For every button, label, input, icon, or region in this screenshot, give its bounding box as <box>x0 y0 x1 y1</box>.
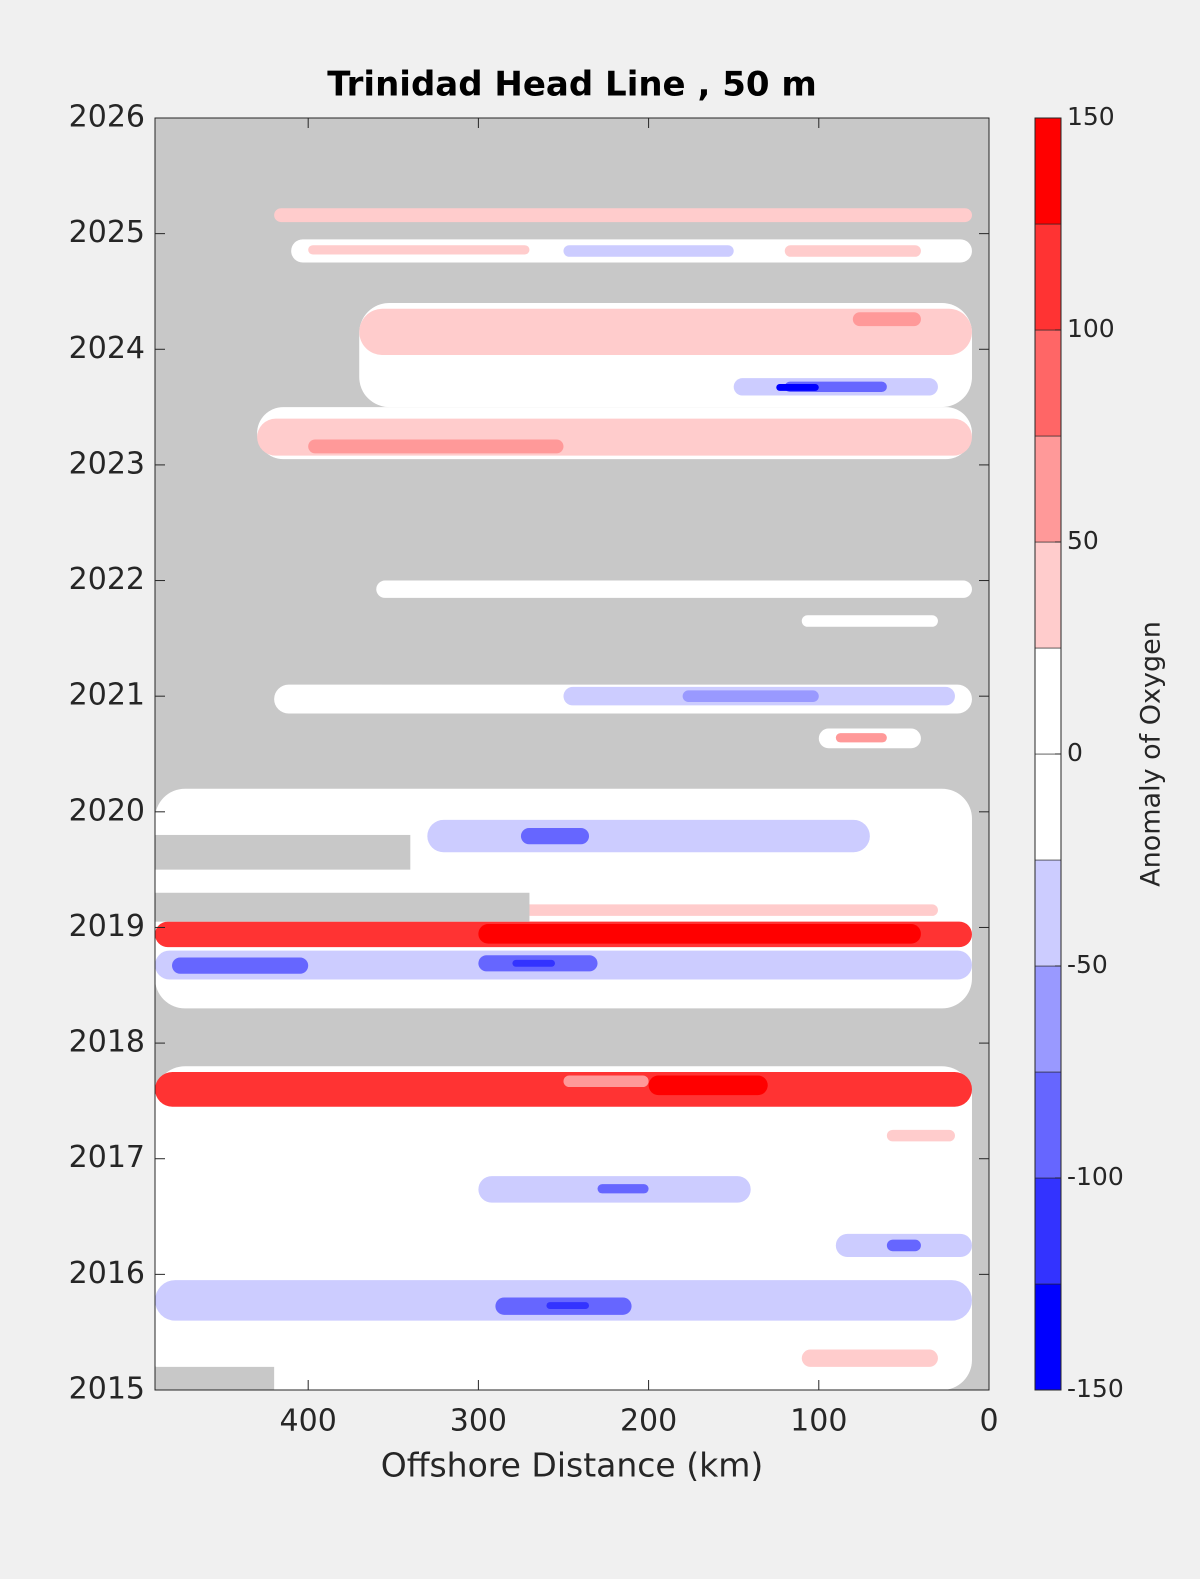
contour-patch <box>520 828 590 845</box>
contour-patch <box>648 1075 768 1096</box>
contour-patch <box>359 308 972 356</box>
y-tick-label: 2023 <box>69 446 145 481</box>
contour-patch <box>512 959 555 967</box>
x-tick-label: 100 <box>790 1404 847 1439</box>
contour-patch <box>172 957 309 974</box>
no-data-patch <box>155 834 411 870</box>
y-tick-label: 2019 <box>69 909 145 944</box>
plot-frame <box>154 117 990 1391</box>
contour-patch <box>563 245 734 257</box>
colorbar-bin <box>1034 541 1062 649</box>
y-tick-label: 2020 <box>69 793 145 828</box>
colorbar-bin <box>1034 859 1062 967</box>
contour-patch <box>886 1239 921 1252</box>
contour-patch <box>512 904 938 916</box>
contour-patch <box>308 245 530 255</box>
x-tick-label: 400 <box>280 1404 337 1439</box>
colorbar-bin <box>1034 329 1062 437</box>
colorbar-frame <box>1034 117 1062 1391</box>
contour-field <box>155 208 972 1390</box>
contour-patch <box>155 1072 972 1107</box>
contour-patch <box>427 819 870 853</box>
colorbar-tick-label: 100 <box>1067 314 1115 343</box>
y-tick-label: 2025 <box>69 215 145 250</box>
colorbar-tick-label: -100 <box>1067 1162 1124 1191</box>
contour-patch <box>563 1075 649 1088</box>
no-data-patch <box>155 892 530 922</box>
colorbar-tick-label: 0 <box>1067 738 1083 767</box>
no-data-patch <box>155 1366 275 1390</box>
contour-patch <box>784 245 921 257</box>
y-tick-label: 2024 <box>69 331 145 366</box>
y-tick-label: 2026 <box>69 100 145 135</box>
colorbar-bin <box>1034 965 1062 1073</box>
colorbar-bin <box>1034 117 1062 225</box>
contour-patch <box>682 690 819 702</box>
colorbar-label: Anomaly of Oxygen <box>1136 621 1167 887</box>
colorbar-bin <box>1034 435 1062 543</box>
x-tick-label: 0 <box>979 1404 998 1439</box>
contour-patch <box>308 439 564 454</box>
x-tick-label: 200 <box>620 1404 677 1439</box>
contour-patch <box>801 615 938 627</box>
colorbar-bin <box>1034 647 1062 755</box>
contour-patch <box>835 733 887 743</box>
y-tick-label: 2021 <box>69 678 145 713</box>
x-axis-label: Offshore Distance (km) <box>381 1446 763 1485</box>
y-tick-label: 2016 <box>69 1256 145 1291</box>
colorbar-tick-label: 50 <box>1067 526 1099 555</box>
colorbar-tick-label: -50 <box>1067 950 1108 979</box>
contour-patch <box>546 1302 590 1310</box>
y-tick-label: 2017 <box>69 1140 145 1175</box>
colorbar-bin <box>1034 1177 1062 1285</box>
chart-title: Trinidad Head Line , 50 m <box>327 65 817 105</box>
colorbar-bin <box>1034 1071 1062 1179</box>
colorbar-bin <box>1034 1283 1062 1391</box>
colorbar-tick-label: -150 <box>1067 1374 1124 1403</box>
contour-patch <box>852 312 921 327</box>
contour-patch <box>597 1184 649 1194</box>
contour-patch <box>801 1349 938 1367</box>
contour-patch <box>776 383 819 391</box>
contour-patch <box>478 923 921 944</box>
y-tick-label: 2015 <box>69 1372 145 1407</box>
x-tick-label: 300 <box>450 1404 507 1439</box>
colorbar-bin <box>1034 753 1062 861</box>
contour-patch <box>376 580 972 598</box>
contour-patch <box>274 208 972 223</box>
contour-patch <box>886 1129 955 1142</box>
y-tick-label: 2022 <box>69 562 145 597</box>
colorbar-bin <box>1034 223 1062 331</box>
y-tick-label: 2018 <box>69 1025 145 1060</box>
colorbar-tick-label: 150 <box>1067 102 1115 131</box>
contour-patch <box>155 1066 972 1390</box>
